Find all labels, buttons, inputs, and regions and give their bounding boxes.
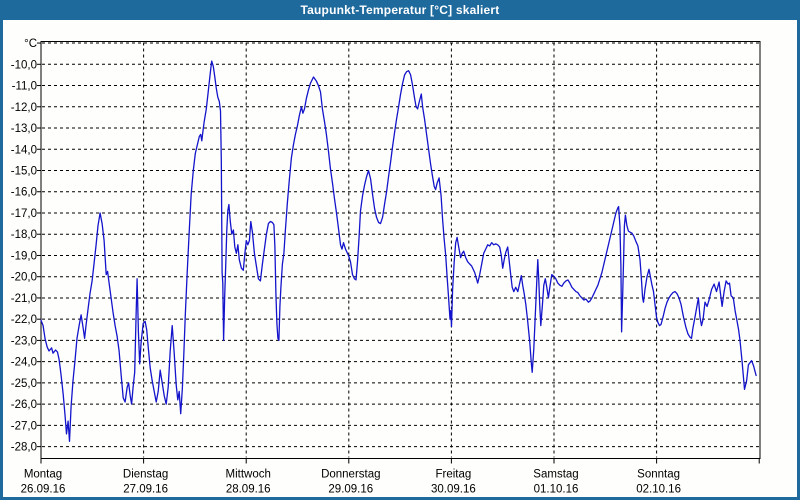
day-name-label: Dienstag	[123, 469, 168, 481]
y-tick-label: -28,0	[11, 442, 37, 454]
day-date-label: 29.09.16	[328, 484, 373, 496]
y-tick-label: -20,0	[11, 272, 37, 284]
y-tick-label: -22,0	[11, 314, 37, 326]
day-name-label: Samstag	[533, 469, 578, 481]
day-date-label: 02.10.16	[636, 484, 681, 496]
page-title: Taupunkt-Temperatur [°C] skaliert	[300, 3, 500, 17]
y-axis-unit-label: °C	[24, 38, 37, 50]
y-tick-label: -18,0	[11, 229, 37, 241]
y-tick-label: -14,0	[11, 144, 37, 156]
day-date-label: 28.09.16	[226, 484, 271, 496]
day-name-label: Mittwoch	[226, 469, 271, 481]
plot-frame	[40, 41, 761, 459]
day-name-label: Freitag	[436, 469, 472, 481]
day-name-label: Donnerstag	[321, 469, 380, 481]
y-tick-label: -10,0	[11, 59, 37, 71]
y-tick-label: -27,0	[11, 420, 37, 432]
chart-content: °C -10,0 -11,0 -12,0 -13,0 -14,0 -15,0 -16,0 -17…	[3, 20, 797, 497]
window-titlebar: Taupunkt-Temperatur [°C] skaliert	[0, 0, 800, 20]
y-tick-label: -17,0	[11, 208, 37, 220]
series-line	[40, 60, 757, 442]
day-name-label: Montag	[24, 469, 62, 481]
y-tick-label: -13,0	[11, 123, 37, 135]
y-tick-label: -16,0	[11, 187, 37, 199]
y-tick-label: -19,0	[11, 250, 37, 262]
y-tick-label: -21,0	[11, 293, 37, 305]
y-tick-label: -24,0	[11, 357, 37, 369]
y-tick-label: -25,0	[11, 378, 37, 390]
day-date-label: 27.09.16	[123, 484, 168, 496]
y-tick-label: -11,0	[12, 81, 37, 93]
day-date-label: 26.09.16	[21, 484, 66, 496]
y-tick-label: -12,0	[11, 102, 37, 114]
y-tick-label: -23,0	[11, 335, 37, 347]
y-tick-label: -26,0	[11, 399, 37, 411]
day-date-label: 01.10.16	[534, 484, 579, 496]
day-date-label: 30.09.16	[431, 484, 476, 496]
y-tick-label: -15,0	[11, 166, 37, 178]
chart-canvas: °C -10,0 -11,0 -12,0 -13,0 -14,0 -15,0 -16,0 -17…	[11, 38, 761, 496]
day-name-label: Sonntag	[637, 469, 680, 481]
